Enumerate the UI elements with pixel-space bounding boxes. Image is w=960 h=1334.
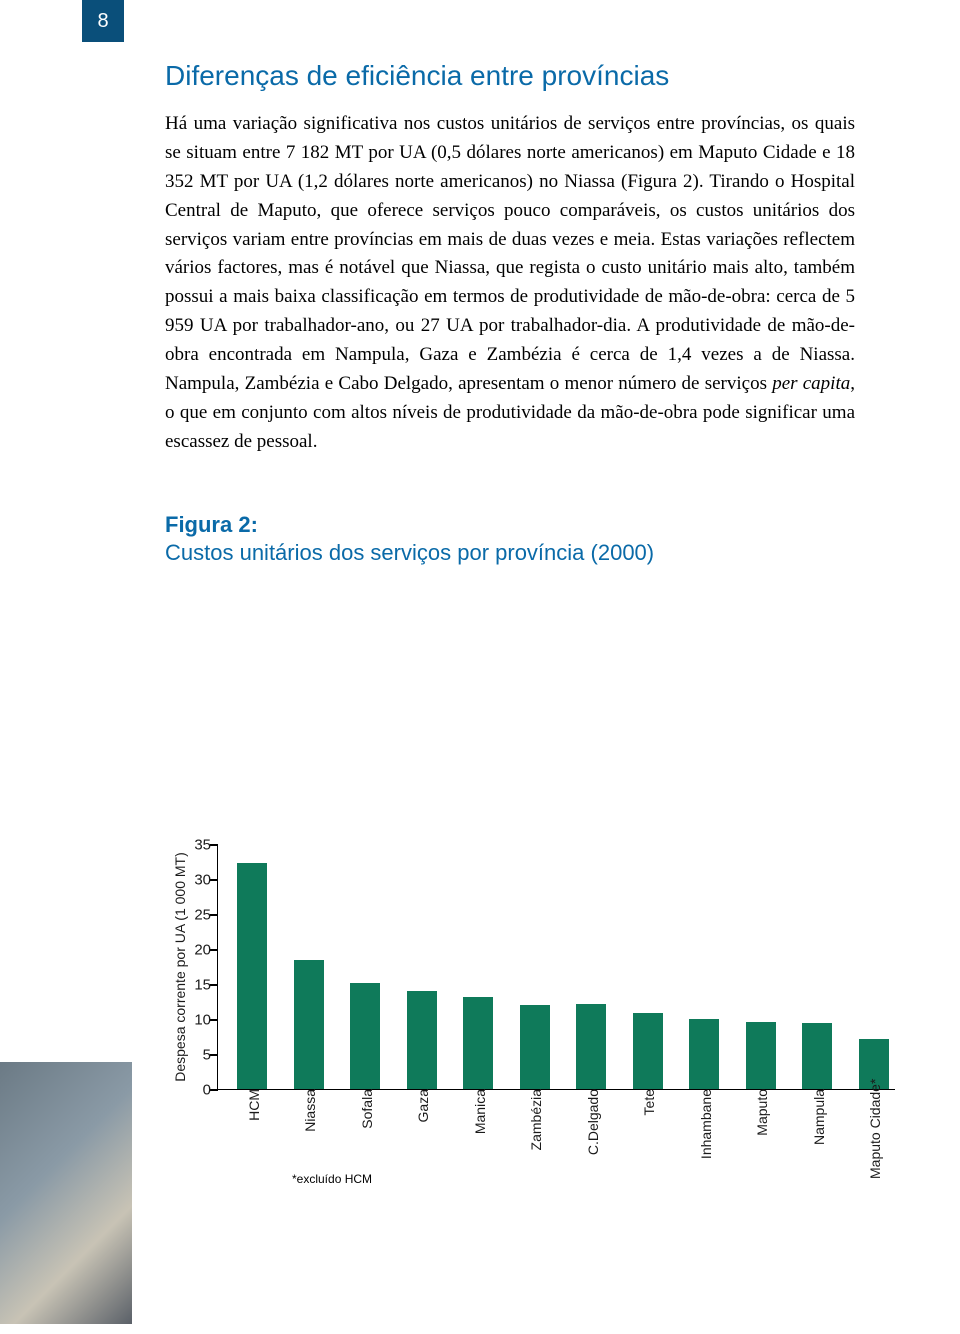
x-tick-label: Tete bbox=[637, 1089, 657, 1179]
chart-bar bbox=[746, 1022, 776, 1089]
x-tick-label: Zambézia bbox=[524, 1089, 544, 1179]
y-tick-label: 15 bbox=[181, 977, 211, 994]
x-tick-label: Niassa bbox=[298, 1089, 318, 1179]
chart-bar bbox=[802, 1023, 832, 1090]
chart-bar bbox=[633, 1013, 663, 1089]
x-tick-label: Gaza bbox=[411, 1089, 431, 1179]
y-tick bbox=[210, 914, 218, 916]
y-tick-label: 20 bbox=[181, 942, 211, 959]
chart-plot-area: Despesa corrente por UA (1 000 MT) 05101… bbox=[217, 845, 895, 1090]
body-paragraph: Há uma variação significativa nos custos… bbox=[165, 110, 855, 457]
y-tick-label: 35 bbox=[181, 837, 211, 854]
chart-bar bbox=[350, 983, 380, 1089]
y-tick bbox=[210, 1089, 218, 1091]
figure-label: Figura 2: bbox=[165, 512, 855, 538]
side-photo bbox=[0, 1062, 132, 1324]
y-tick-label: 10 bbox=[181, 1012, 211, 1029]
x-tick-label: C.Delgado bbox=[581, 1089, 601, 1179]
x-tick-label: Nampula bbox=[807, 1089, 827, 1179]
page-number: 8 bbox=[97, 10, 108, 33]
x-tick-label: Inhambane bbox=[694, 1089, 714, 1179]
y-tick bbox=[210, 844, 218, 846]
y-tick-label: 25 bbox=[181, 907, 211, 924]
chart-bar bbox=[689, 1019, 719, 1089]
y-tick-label: 0 bbox=[181, 1082, 211, 1099]
y-tick bbox=[210, 1019, 218, 1021]
chart-bar bbox=[237, 863, 267, 1089]
x-tick-label: Maputo Cidade* bbox=[863, 1089, 883, 1179]
bar-chart: Despesa corrente por UA (1 000 MT) 05101… bbox=[165, 835, 895, 1195]
chart-footnote: *excluído HCM bbox=[292, 1172, 372, 1186]
y-tick bbox=[210, 1054, 218, 1056]
content-area: Diferenças de eficiência entre província… bbox=[165, 60, 855, 566]
figure-subtitle: Custos unitários dos serviços por provín… bbox=[165, 540, 855, 566]
chart-bar bbox=[576, 1004, 606, 1089]
y-tick bbox=[210, 984, 218, 986]
y-tick-label: 5 bbox=[181, 1047, 211, 1064]
chart-bar bbox=[294, 960, 324, 1090]
figure-heading: Figura 2: Custos unitários dos serviços … bbox=[165, 512, 855, 566]
chart-bar bbox=[520, 1005, 550, 1089]
x-tick-label: Maputo bbox=[750, 1089, 770, 1179]
y-tick bbox=[210, 879, 218, 881]
y-tick bbox=[210, 949, 218, 951]
x-tick-label: Sofala bbox=[355, 1089, 375, 1179]
x-tick-label: Manica bbox=[468, 1089, 488, 1179]
page-number-box: 8 bbox=[82, 0, 124, 42]
chart-bar bbox=[407, 991, 437, 1089]
x-tick-label: HCM bbox=[242, 1089, 262, 1179]
chart-bar bbox=[463, 997, 493, 1089]
y-tick-label: 30 bbox=[181, 872, 211, 889]
section-title: Diferenças de eficiência entre província… bbox=[165, 60, 855, 92]
